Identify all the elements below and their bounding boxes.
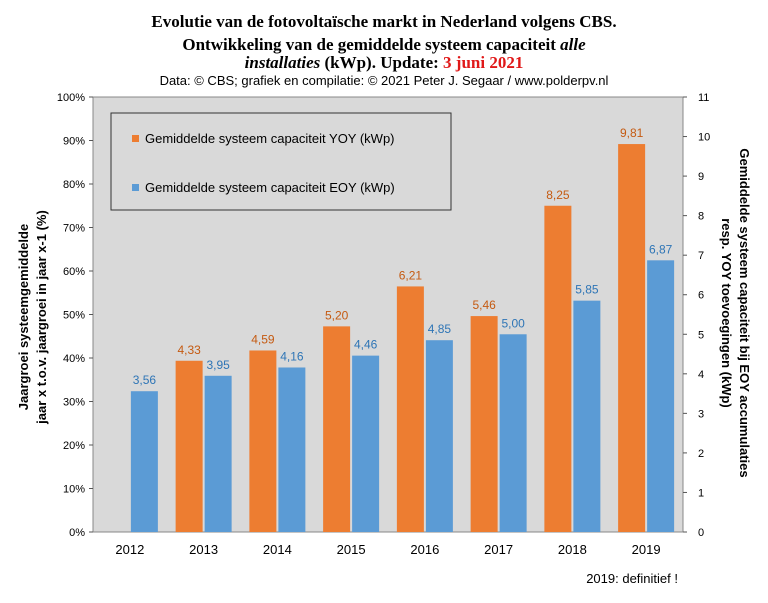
chart-title-line3: installaties (kWp). Update: 3 juni 2021 (0, 53, 768, 72)
right-tick-label: 11 (698, 92, 709, 104)
data-label-eoy: 3,56 (133, 373, 157, 387)
right-tick-label: 1 (698, 487, 704, 499)
bar-eoy (573, 300, 601, 532)
title-line3-italic: installaties (244, 53, 321, 72)
right-tick-label: 3 (698, 408, 704, 420)
legend-box (110, 112, 452, 211)
right-tick-label: 10 (698, 132, 710, 144)
left-tick-label: 100% (57, 92, 85, 104)
update-date: 3 juni 2021 (443, 53, 524, 72)
data-label-eoy: 6,87 (649, 242, 673, 256)
data-label-eoy: 5,00 (501, 316, 525, 330)
left-tick-label: 40% (63, 353, 85, 365)
x-tick-label: 2018 (558, 542, 587, 557)
left-axis-title-line1: Jaargroei systeemgemiddelde (16, 224, 31, 410)
bar-yoy (396, 286, 424, 532)
x-tick-label: 2016 (410, 542, 439, 557)
right-tick-label: 4 (698, 369, 704, 381)
data-label-eoy: 4,16 (280, 349, 304, 363)
x-tick-label: 2012 (115, 542, 144, 557)
right-axis-title-line2: resp. YOY toevoegingen (kWp) (719, 218, 734, 408)
bar-yoy (323, 326, 351, 532)
x-tick-label: 2019 (632, 542, 661, 557)
bar-eoy (425, 340, 453, 532)
data-label-yoy: 4,59 (251, 332, 275, 346)
left-tick-label: 0% (69, 527, 85, 539)
x-tick-label: 2014 (263, 542, 292, 557)
data-label-eoy: 5,85 (575, 283, 599, 297)
bar-yoy (618, 144, 646, 533)
left-tick-label: 30% (63, 397, 85, 409)
title-line2-text: Ontwikkeling van de gemiddelde systeem c… (182, 35, 561, 54)
bar-yoy (470, 316, 498, 532)
left-tick-label: 70% (63, 223, 85, 235)
right-tick-label: 8 (698, 211, 704, 223)
data-label-yoy: 4,33 (177, 343, 201, 357)
right-tick-label: 2 (698, 448, 704, 460)
x-tick-label: 2017 (484, 542, 513, 557)
data-label-yoy: 6,21 (399, 268, 423, 282)
bar-eoy (499, 334, 527, 532)
left-tick-label: 60% (63, 266, 85, 278)
right-tick-label: 7 (698, 250, 704, 262)
left-axis-title-line2: jaar x t.o.v. jaargroei in jaar x-1 (%) (34, 210, 49, 425)
x-tick-label: 2015 (337, 542, 366, 557)
legend-swatch-eoy (132, 184, 139, 191)
chart-title-line2: Ontwikkeling van de gemiddelde systeem c… (0, 35, 768, 54)
bar-yoy (249, 350, 277, 532)
data-label-eoy: 4,46 (354, 338, 378, 352)
x-tick-label: 2013 (189, 542, 218, 557)
left-tick-label: 90% (63, 136, 85, 148)
title-line2-italic: alle (560, 35, 586, 54)
data-label-yoy: 5,20 (325, 308, 349, 322)
left-tick-label: 10% (63, 484, 85, 496)
legend-label-yoy: Gemiddelde systeem capaciteit YOY (kWp) (145, 131, 395, 146)
data-label-yoy: 8,25 (546, 188, 570, 202)
bar-eoy (278, 367, 306, 532)
right-axis-title-line1: Gemiddelde systeem capaciteit bij EOY ac… (737, 148, 752, 477)
data-label-eoy: 4,85 (428, 322, 452, 336)
right-tick-label: 9 (698, 171, 704, 183)
right-tick-label: 5 (698, 329, 704, 341)
data-label-yoy: 5,46 (472, 298, 496, 312)
bar-eoy (647, 260, 675, 532)
bar-yoy (175, 360, 203, 532)
right-tick-label: 0 (698, 527, 704, 539)
data-label-yoy: 9,81 (620, 126, 644, 140)
left-tick-label: 80% (63, 179, 85, 191)
bar-eoy (352, 355, 380, 532)
right-tick-label: 6 (698, 290, 704, 302)
bar-yoy (544, 205, 572, 532)
left-tick-label: 50% (63, 310, 85, 322)
bar-eoy (130, 391, 158, 532)
bar-eoy (204, 375, 232, 532)
title-line3-text: (kWp). Update: (320, 53, 444, 72)
chart-title-line1: Evolutie van de fotovoltaïsche markt in … (151, 12, 617, 31)
left-tick-label: 20% (63, 440, 85, 452)
legend-label-eoy: Gemiddelde systeem capaciteit EOY (kWp) (145, 180, 395, 195)
data-label-eoy: 3,95 (206, 358, 230, 372)
footnote: 2019: definitief ! (586, 571, 678, 586)
legend-swatch-yoy (132, 135, 139, 142)
chart-subtitle: Data: © CBS; grafiek en compilatie: © 20… (159, 73, 609, 88)
